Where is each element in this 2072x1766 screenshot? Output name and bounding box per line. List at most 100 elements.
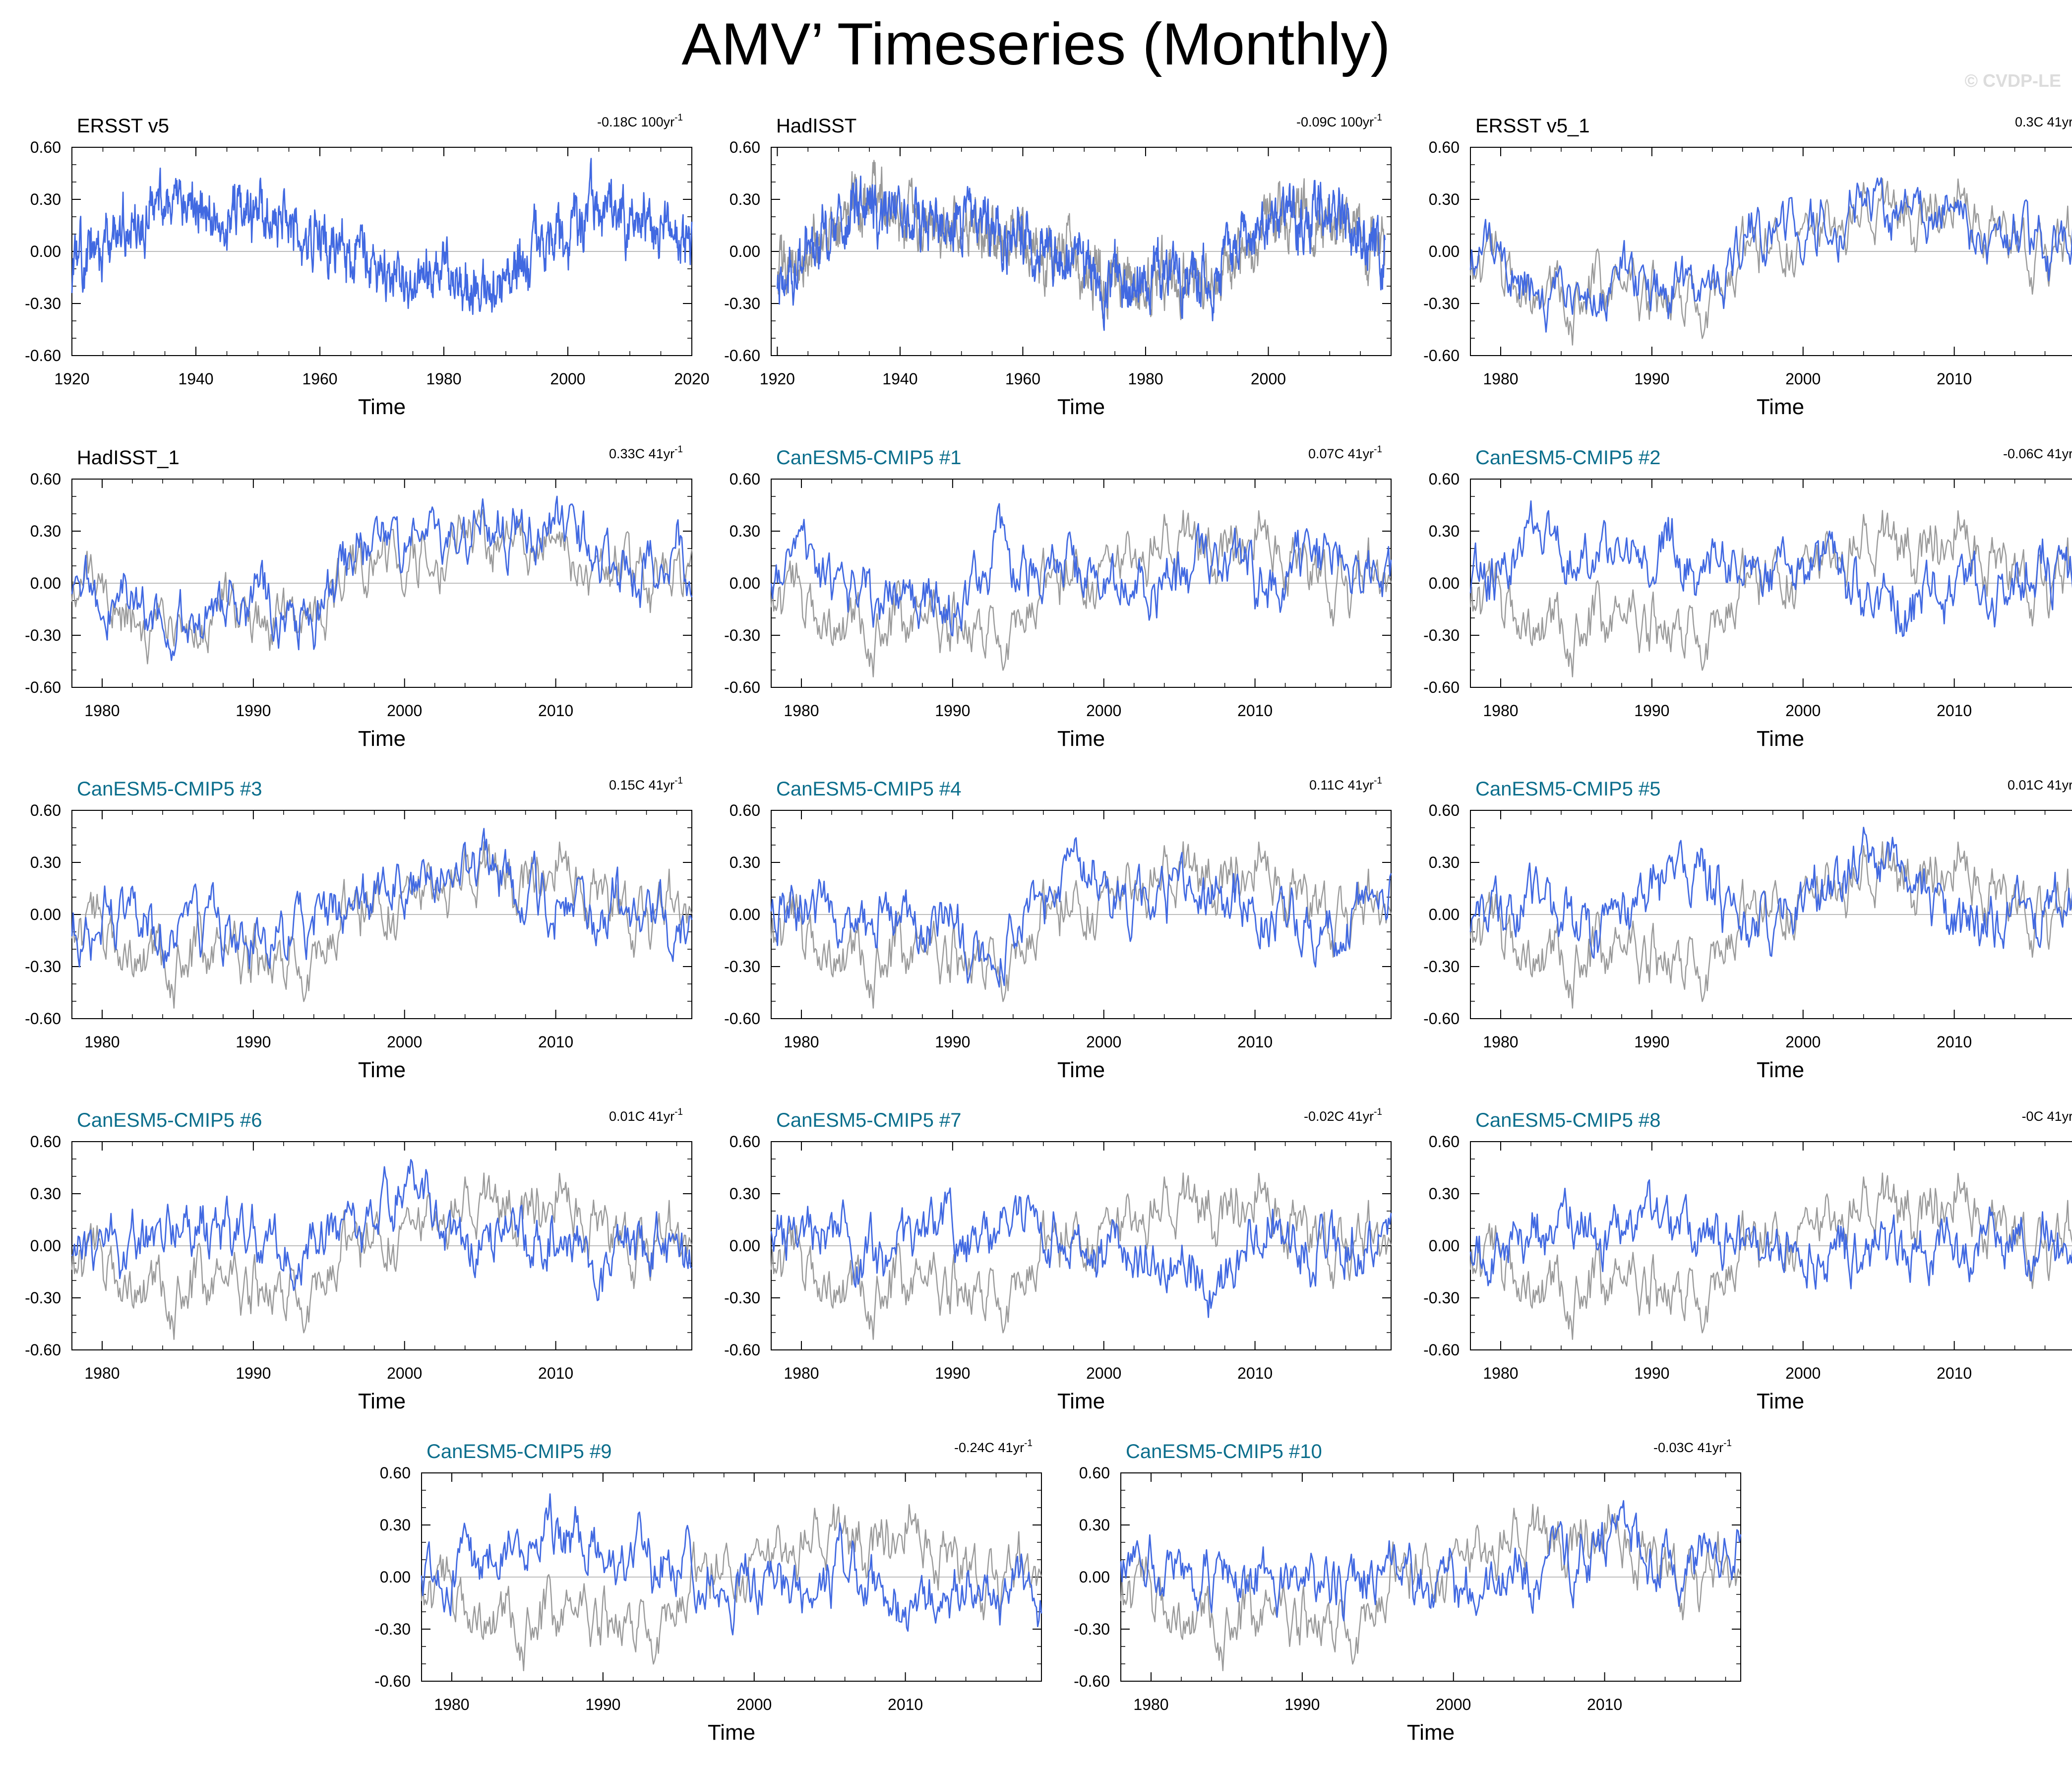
y-tick-label: 0.00 [1079,1568,1110,1586]
x-tick-label: 2010 [1237,1364,1273,1382]
y-tick-label: -0.30 [1423,958,1460,975]
x-tick-label: 1980 [1483,702,1518,720]
chart-panel-3: 0.60 0.30 0.00 -0.30 -0.60 1980 1990 2000 2010 Ti… [1423,115,2072,419]
x-tick-label: 2010 [538,1364,573,1382]
y-tick-label: 0.30 [1429,190,1460,208]
y-tick-label: 0.60 [730,470,760,488]
x-axis-label: Time [358,1389,406,1413]
x-tick-label: 1980 [434,1696,469,1713]
y-tick-label: -0.30 [724,958,760,975]
trend-value: 0.07C 41yr [1308,446,1374,461]
trend-annotation: -0.02C 41yr-1 [1304,1107,1382,1124]
trend-value: -0.09C 100yr [1296,115,1374,129]
y-tick-label: 0.00 [730,906,760,923]
x-tick-label: 2000 [1785,702,1821,720]
x-axis-label: Time [1057,395,1105,419]
y-tick-label: 0.30 [30,522,61,540]
y-tick-label: -0.30 [1074,1620,1110,1638]
y-tick-label: 0.00 [1429,1237,1460,1255]
y-tick-label: -0.60 [1423,1341,1460,1359]
y-tick-label: -0.30 [25,295,61,312]
trend-annotation: 0.01C 41yr-1 [609,1107,683,1124]
y-tick-label: -0.60 [1423,347,1460,365]
y-tick-label: -0.30 [724,295,760,312]
trend-value: -0.03C 41yr [1653,1440,1723,1455]
x-tick-label: 1920 [760,370,795,388]
y-tick-label: -0.60 [724,347,760,365]
panel-title: HadISST_1 [77,447,180,469]
series-line [770,1187,1392,1318]
y-tick-label: 0.30 [30,190,61,208]
x-tick-label: 2000 [1086,702,1121,720]
y-tick-label: 0.00 [1429,243,1460,260]
x-tick-label: 1990 [236,1033,271,1051]
chart-panel-10: 0.60 0.30 0.00 -0.30 -0.60 1980 1990 2000 2010 Ti… [25,1107,693,1413]
y-tick-label: 0.60 [380,1464,411,1482]
x-tick-label: 2000 [736,1696,772,1713]
trend-value: 0.11C 41yr [1309,778,1374,792]
observed-series-line [71,841,693,1009]
chart-panel-8: 0.60 0.30 0.00 -0.30 -0.60 1980 1990 2000 2010 Ti… [724,776,1392,1082]
chart-panel-7: 0.60 0.30 0.00 -0.30 -0.60 1980 1990 2000 2010 Ti… [25,776,693,1082]
x-tick-label: 1990 [935,1364,970,1382]
y-tick-label: -0.60 [374,1672,411,1690]
y-tick-label: -0.30 [25,626,61,644]
x-tick-label: 2010 [1937,1033,1972,1051]
series-line [770,837,1392,988]
chart-panel-5: 0.60 0.30 0.00 -0.30 -0.60 1980 1990 2000 2010 Ti… [724,444,1392,751]
y-tick-label: -0.60 [1423,678,1460,696]
x-axis-label: Time [358,1058,406,1082]
y-tick-label: 0.60 [30,801,61,819]
x-tick-label: 1980 [784,1033,819,1051]
trend-annotation: -0.09C 100yr-1 [1296,113,1382,129]
series-line [1469,1179,2072,1290]
y-tick-label: 0.30 [1429,522,1460,540]
series-line [71,495,693,661]
x-axis-label: Time [1057,1389,1105,1413]
panel-title: CanESM5-CMIP5 #10 [1126,1441,1322,1462]
x-tick-label: 1990 [236,702,271,720]
x-axis-label: Time [358,727,406,751]
panel-title: CanESM5-CMIP5 #9 [427,1441,611,1462]
y-tick-label: -0.60 [1074,1672,1110,1690]
x-tick-label: 1980 [1483,1033,1518,1051]
trend-unit-exponent: -1 [1374,776,1382,786]
x-axis-label: Time [1757,727,1804,751]
x-axis-label: Time [358,395,406,419]
x-tick-label: 2000 [1086,1033,1121,1051]
x-tick-label: 1940 [178,370,213,388]
x-tick-label: 2000 [387,702,422,720]
chart-panel-1: 0.60 0.30 0.00 -0.30 -0.60 1920 1940 1960 1980 20… [25,113,710,419]
x-tick-label: 1980 [84,702,120,720]
x-tick-label: 1990 [236,1364,271,1382]
x-tick-label: 1980 [1483,370,1518,388]
trend-annotation: 0.07C 41yr-1 [1308,444,1382,461]
y-tick-label: 0.60 [730,138,760,156]
panel-title: CanESM5-CMIP5 #4 [776,778,961,800]
trend-annotation: -0.24C 41yr-1 [954,1438,1033,1455]
y-tick-label: 0.00 [1429,906,1460,923]
observed-series-line [770,510,1392,677]
trend-value: 0.01C 41yr [609,1109,674,1124]
x-tick-label: 2000 [387,1033,422,1051]
series-line [71,828,693,970]
panel-title: ERSST v5_1 [1475,115,1590,137]
series-line [1469,500,2072,637]
y-tick-label: -0.30 [374,1620,411,1638]
x-tick-label: 2000 [1785,1033,1821,1051]
y-tick-label: 0.60 [730,1133,760,1151]
y-tick-label: 0.30 [730,1185,760,1203]
trend-unit-exponent: -1 [1024,1438,1033,1449]
series-line [1469,827,2072,959]
x-axis-label: Time [1057,1058,1105,1082]
x-tick-label: 1980 [784,702,819,720]
trend-unit-exponent: -1 [1374,1107,1382,1117]
panel-title: CanESM5-CMIP5 #6 [77,1109,262,1131]
observed-series-line [71,1172,693,1340]
y-tick-label: 0.60 [1429,1133,1460,1151]
panel-title: CanESM5-CMIP5 #8 [1475,1109,1660,1131]
x-tick-label: 1940 [882,370,917,388]
y-tick-label: -0.30 [724,626,760,644]
